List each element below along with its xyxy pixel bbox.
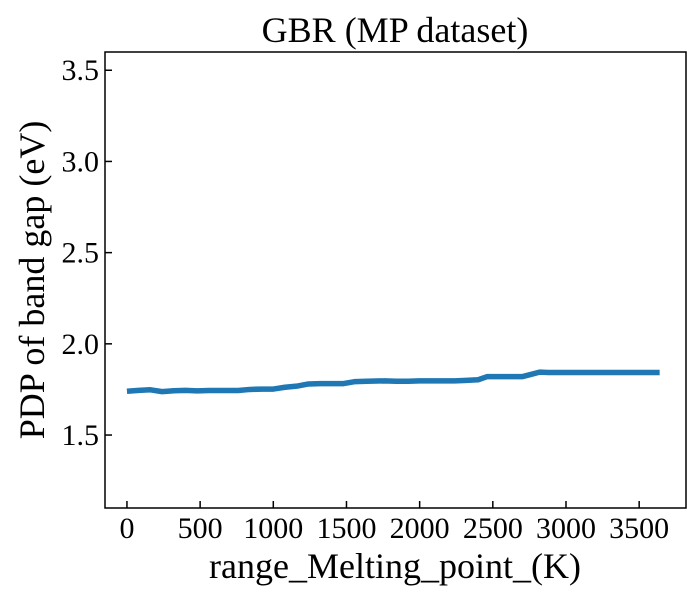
x-tick-label: 3000: [536, 512, 596, 545]
y-tick-label: 3.5: [62, 54, 100, 87]
y-axis-label: PDP of band gap (eV): [12, 121, 52, 440]
x-tick-label: 0: [119, 512, 134, 545]
x-tick-label: 2000: [390, 512, 450, 545]
y-tick-label: 1.5: [62, 419, 100, 452]
y-tick-label: 2.5: [62, 237, 100, 270]
x-tick-label: 500: [178, 512, 223, 545]
x-tick-label: 1000: [243, 512, 303, 545]
x-axis-label: range_Melting_point_(K): [209, 546, 581, 586]
y-tick-label: 2.0: [62, 328, 100, 361]
series-line: [126, 369, 660, 395]
x-tick-label: 1500: [316, 512, 376, 545]
y-tick-label: 3.0: [62, 145, 100, 178]
x-tick-label: 3500: [609, 512, 669, 545]
plot-area: [104, 51, 687, 509]
x-axis-ticks: 0 500 1000 1500 2000 2500 3000 3500: [119, 501, 669, 545]
axes-frame: [104, 51, 687, 509]
chart-title: GBR (MP dataset): [262, 10, 529, 50]
x-tick-label: 2500: [463, 512, 523, 545]
y-axis-ticks: 1.5 2.0 2.5 3.0 3.5: [62, 54, 112, 452]
